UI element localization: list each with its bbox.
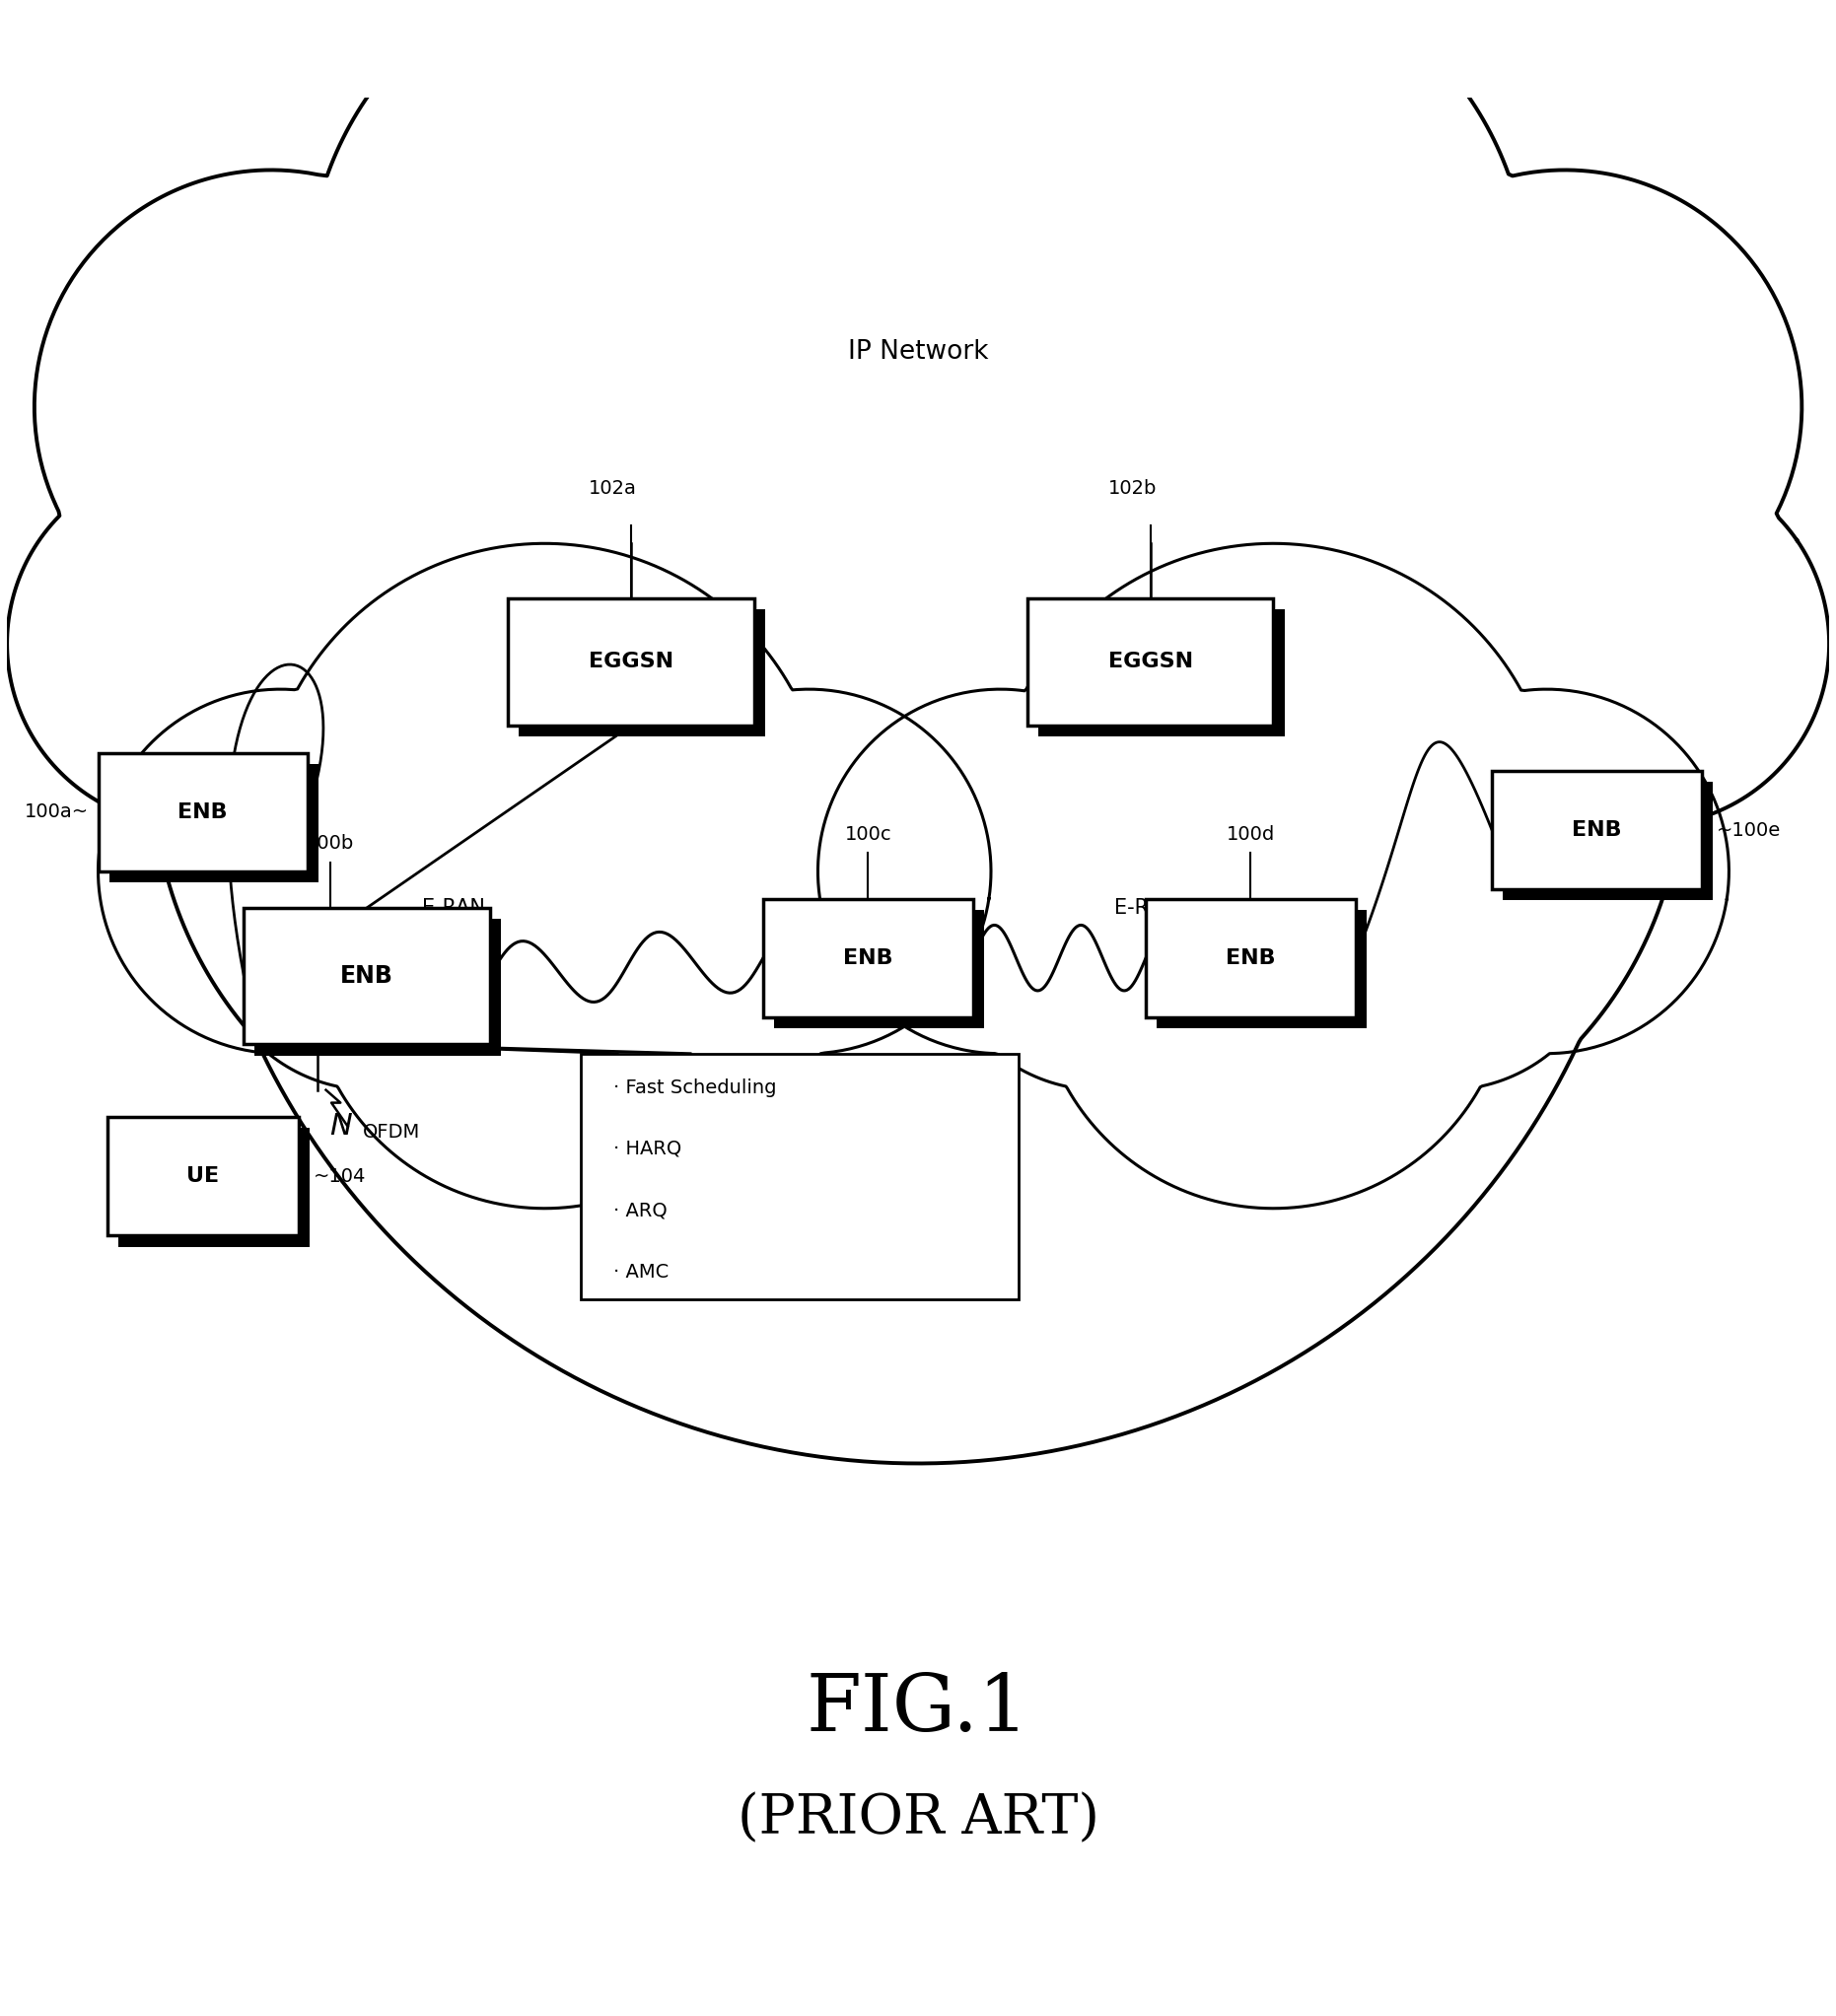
Text: E-RAN: E-RAN bbox=[422, 897, 485, 917]
Bar bbox=[520, 609, 766, 736]
Text: 100d: 100d bbox=[1226, 825, 1274, 845]
Text: · HARQ: · HARQ bbox=[613, 1139, 683, 1159]
Text: ENB: ENB bbox=[178, 802, 228, 823]
Text: E-RAN: E-RAN bbox=[1114, 897, 1177, 917]
Bar bbox=[580, 1054, 1019, 1300]
Text: (PRIOR ART): (PRIOR ART) bbox=[738, 1792, 1100, 1845]
Bar bbox=[775, 909, 984, 1028]
Bar bbox=[97, 752, 308, 871]
Bar bbox=[1493, 772, 1702, 889]
Text: ~104: ~104 bbox=[314, 1167, 365, 1185]
Bar bbox=[1157, 909, 1366, 1028]
Text: OFDM: OFDM bbox=[362, 1123, 420, 1141]
Text: 102b: 102b bbox=[1107, 480, 1157, 498]
Text: · AMC: · AMC bbox=[613, 1262, 670, 1282]
Text: ENB: ENB bbox=[1226, 948, 1276, 968]
Text: 100c: 100c bbox=[845, 825, 892, 845]
Text: EGGSN: EGGSN bbox=[589, 651, 674, 671]
Text: UE: UE bbox=[187, 1167, 218, 1185]
Text: 100b: 100b bbox=[307, 835, 354, 853]
Bar bbox=[255, 919, 501, 1054]
Bar bbox=[1039, 609, 1285, 736]
Bar bbox=[509, 599, 755, 726]
Text: · Fast Scheduling: · Fast Scheduling bbox=[613, 1079, 777, 1097]
Bar bbox=[106, 1117, 299, 1236]
Bar bbox=[108, 764, 319, 883]
Text: ENB: ENB bbox=[1572, 821, 1621, 841]
Text: ENB: ENB bbox=[340, 964, 393, 988]
Text: 102a: 102a bbox=[589, 480, 637, 498]
Text: IP Network: IP Network bbox=[848, 339, 988, 365]
Text: EGGSN: EGGSN bbox=[1107, 651, 1193, 671]
Bar bbox=[118, 1129, 310, 1246]
Text: ENB: ENB bbox=[843, 948, 892, 968]
Bar bbox=[244, 907, 490, 1044]
Text: · ARQ: · ARQ bbox=[613, 1202, 668, 1220]
Text: 100a~: 100a~ bbox=[26, 802, 88, 823]
Bar bbox=[1504, 782, 1713, 901]
Text: ~100e: ~100e bbox=[1717, 821, 1781, 841]
Bar bbox=[1028, 599, 1274, 726]
Bar bbox=[1146, 899, 1355, 1018]
Text: $\it{N}$: $\it{N}$ bbox=[330, 1113, 353, 1141]
Bar bbox=[764, 899, 973, 1018]
Text: FIG.1: FIG.1 bbox=[806, 1671, 1030, 1748]
